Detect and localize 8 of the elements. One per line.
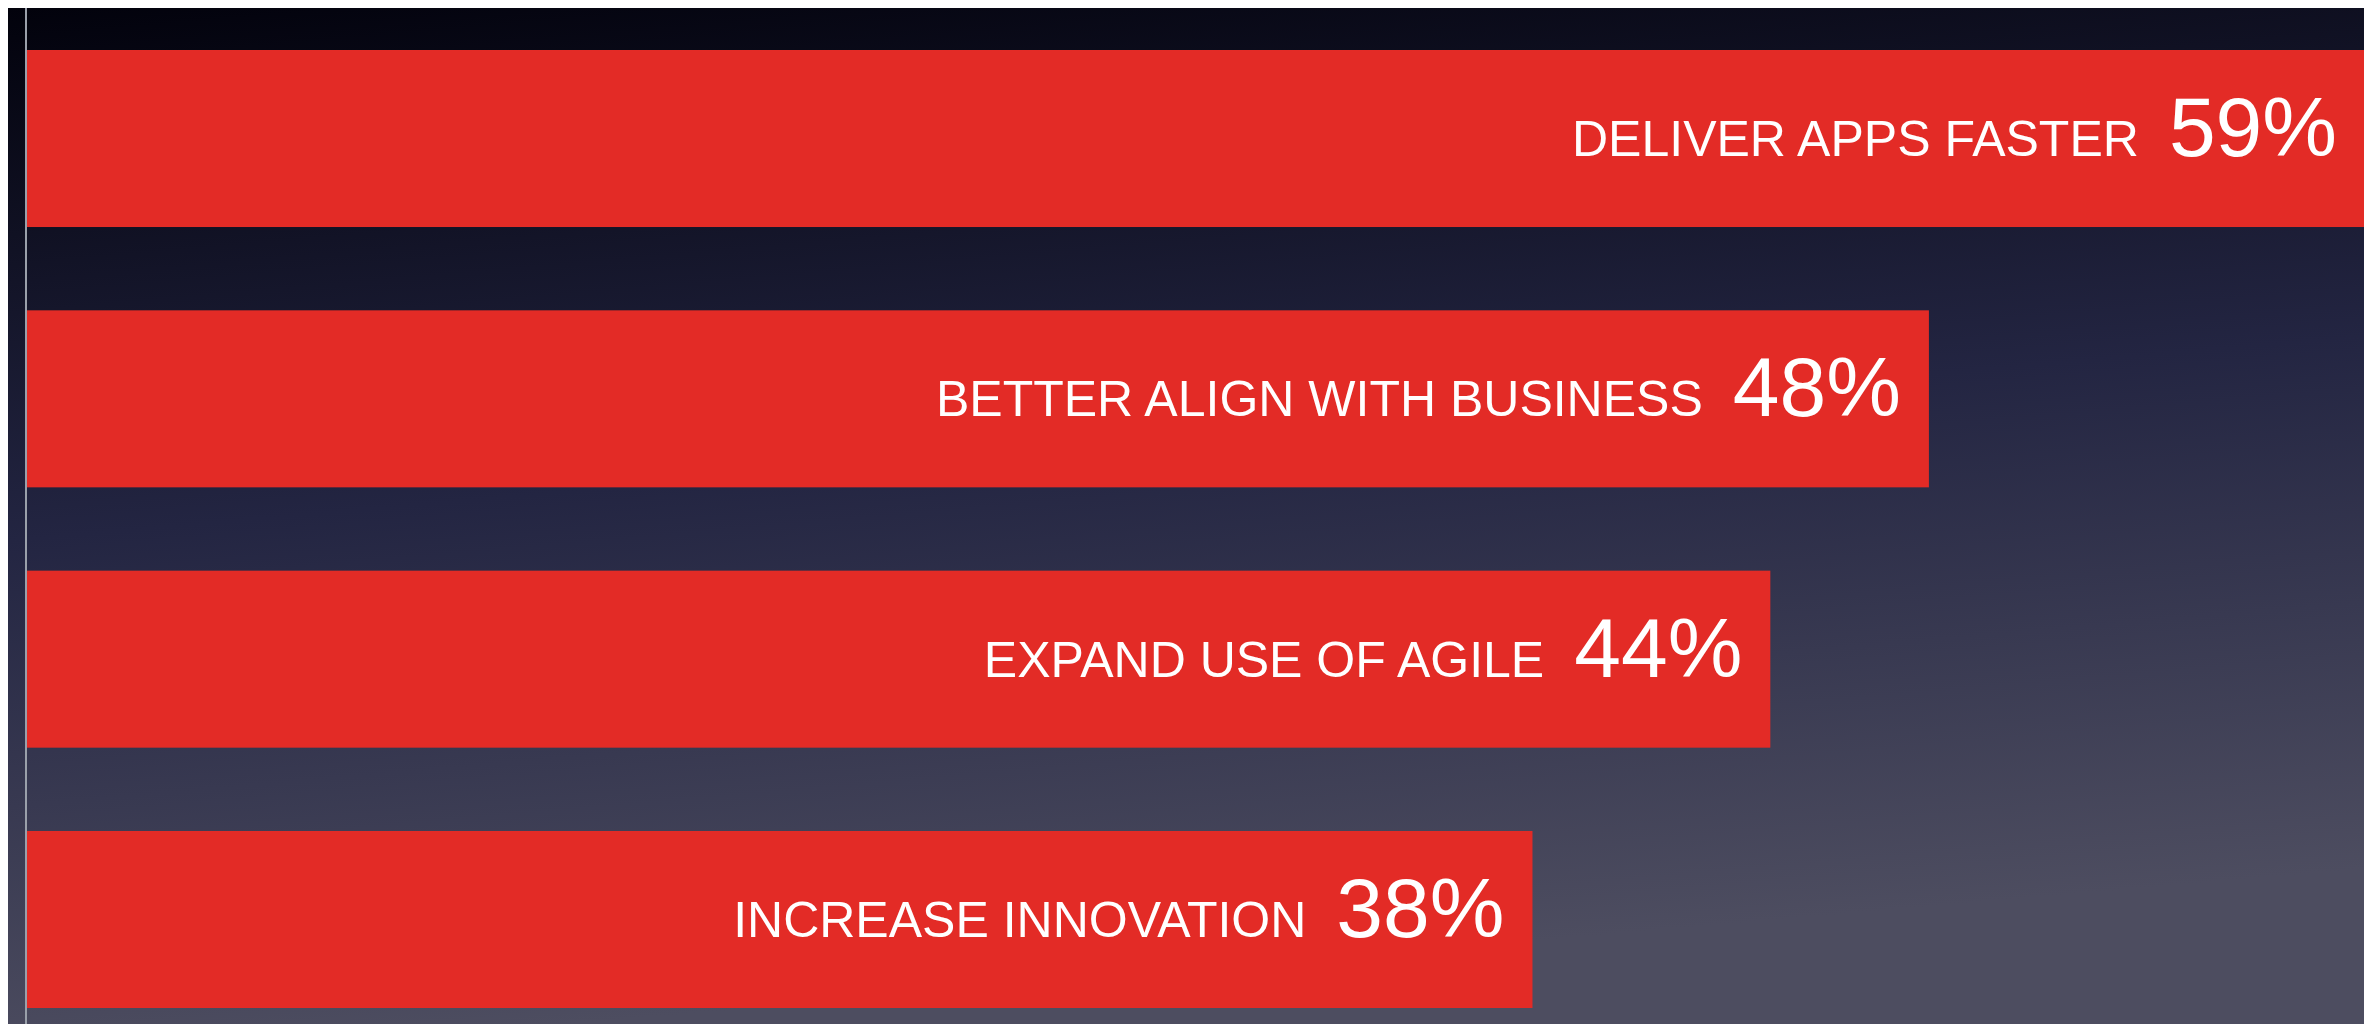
y-tick-label: DELIVER APPS FASTER xyxy=(1572,111,2139,168)
data-label: 48% xyxy=(1732,340,1901,435)
y-tick-label: INCREASE INNOVATION xyxy=(733,891,1307,948)
data-label: 38% xyxy=(1336,860,1505,955)
y-tick-label: EXPAND USE OF AGILE xyxy=(983,631,1545,688)
data-label: 59% xyxy=(2168,80,2337,175)
data-label: 44% xyxy=(1574,600,1743,695)
y-tick-label: BETTER ALIGN WITH BUSINESS xyxy=(935,371,1703,428)
